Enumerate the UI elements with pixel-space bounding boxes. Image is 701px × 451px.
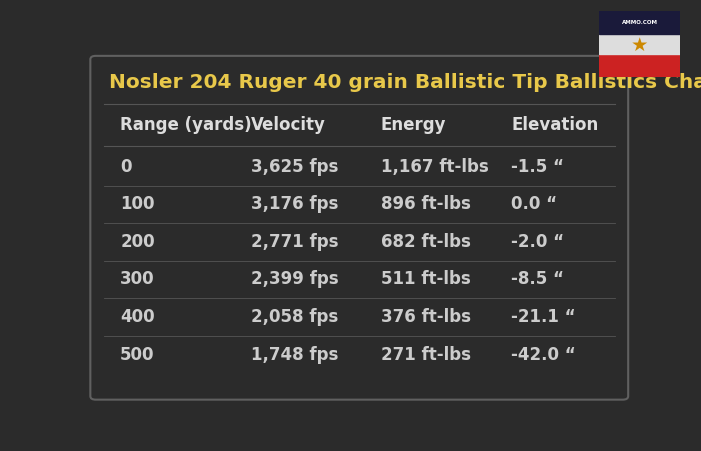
Text: 0.0 “: 0.0 “ (512, 195, 557, 213)
Text: -2.0 “: -2.0 “ (512, 233, 564, 251)
Text: 511 ft-lbs: 511 ft-lbs (381, 271, 471, 289)
Text: 376 ft-lbs: 376 ft-lbs (381, 308, 471, 326)
Text: 400: 400 (121, 308, 155, 326)
Text: -21.1 “: -21.1 “ (512, 308, 576, 326)
Text: 200: 200 (121, 233, 155, 251)
Text: 682 ft-lbs: 682 ft-lbs (381, 233, 471, 251)
Text: Energy: Energy (381, 116, 447, 134)
Bar (599, 54, 680, 77)
Text: 896 ft-lbs: 896 ft-lbs (381, 195, 471, 213)
Text: 3,176 fps: 3,176 fps (251, 195, 338, 213)
Text: Nosler 204 Ruger 40 grain Ballistic Tip Ballistics Chart: Nosler 204 Ruger 40 grain Ballistic Tip … (109, 73, 701, 92)
Text: 2,399 fps: 2,399 fps (251, 271, 338, 289)
Text: 271 ft-lbs: 271 ft-lbs (381, 345, 471, 364)
Bar (599, 34, 680, 54)
Text: 0: 0 (121, 158, 132, 176)
Text: 1,167 ft-lbs: 1,167 ft-lbs (381, 158, 489, 176)
Text: -8.5 “: -8.5 “ (512, 271, 564, 289)
Text: 1,748 fps: 1,748 fps (251, 345, 338, 364)
Text: 3,625 fps: 3,625 fps (251, 158, 338, 176)
Text: 500: 500 (121, 345, 155, 364)
Text: 2,058 fps: 2,058 fps (251, 308, 338, 326)
Text: AMMO.COM: AMMO.COM (622, 20, 658, 25)
Text: 300: 300 (121, 271, 155, 289)
Text: -1.5 “: -1.5 “ (512, 158, 564, 176)
Text: Elevation: Elevation (512, 116, 599, 134)
Text: -42.0 “: -42.0 “ (512, 345, 576, 364)
Text: Velocity: Velocity (251, 116, 325, 134)
Bar (599, 11, 680, 34)
Text: 100: 100 (121, 195, 155, 213)
Text: ★: ★ (631, 36, 648, 55)
Text: 2,771 fps: 2,771 fps (251, 233, 338, 251)
Text: Range (yards): Range (yards) (121, 116, 252, 134)
